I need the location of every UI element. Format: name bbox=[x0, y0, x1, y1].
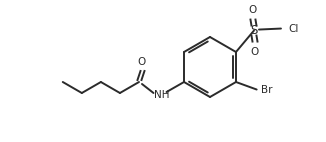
Text: Cl: Cl bbox=[288, 24, 298, 34]
Text: O: O bbox=[138, 57, 146, 67]
Text: Br: Br bbox=[261, 84, 272, 95]
Text: NH: NH bbox=[154, 90, 169, 100]
Text: O: O bbox=[249, 5, 257, 14]
Text: S: S bbox=[250, 24, 258, 37]
Text: O: O bbox=[251, 47, 259, 57]
